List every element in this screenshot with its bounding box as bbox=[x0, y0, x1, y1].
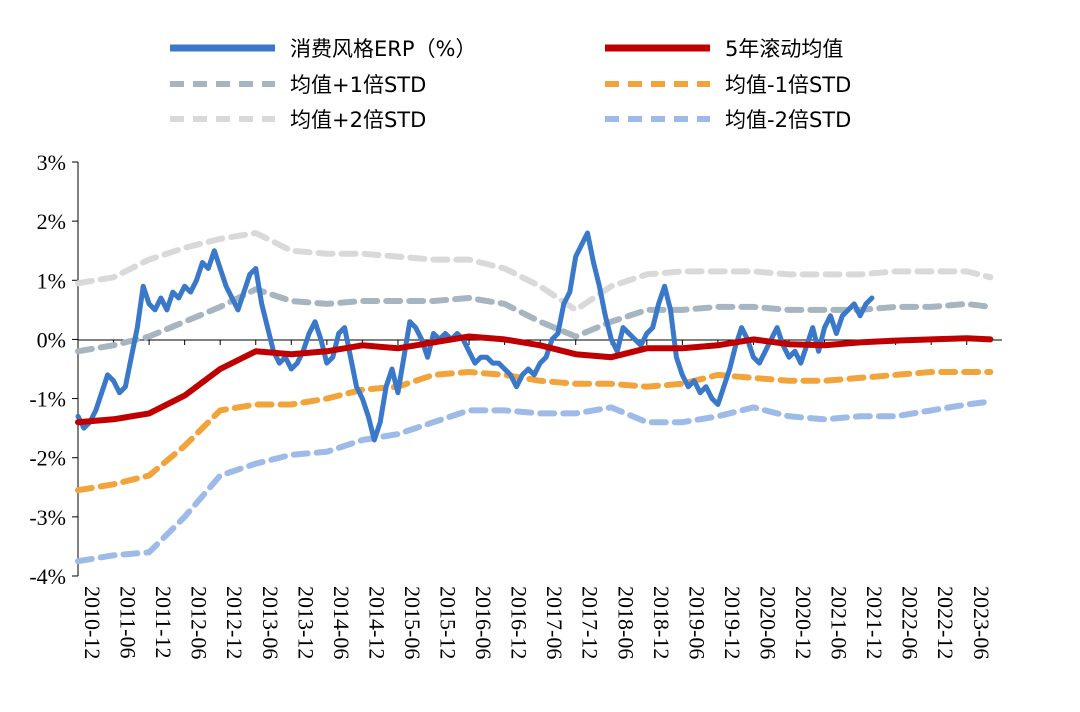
x-tick-label: 2014-12 bbox=[364, 586, 389, 659]
legend-entry-minus1std[interactable]: 均值-1倍STD bbox=[605, 73, 851, 97]
x-tick-label: 2015-12 bbox=[436, 586, 461, 659]
y-tick-label: 1% bbox=[37, 268, 66, 293]
y-ticks: 3% 2% 1% 0% -1% -2% -3% -4% bbox=[29, 150, 78, 589]
x-tick-label: 2017-12 bbox=[578, 586, 603, 659]
x-tick-label: 2014-06 bbox=[329, 586, 354, 659]
y-tick-label: -2% bbox=[29, 446, 66, 471]
x-tick-label: 2023-06 bbox=[969, 586, 994, 659]
x-tick-label: 2021-06 bbox=[827, 586, 852, 659]
x-tick-label: 2022-12 bbox=[933, 586, 958, 659]
y-tick-label: -1% bbox=[29, 387, 66, 412]
x-tick-label: 2010-12 bbox=[80, 586, 105, 659]
x-tick-label: 2019-12 bbox=[720, 586, 745, 659]
x-tick-label: 2011-06 bbox=[116, 586, 141, 659]
series-group bbox=[75, 230, 994, 565]
legend-label-plus1std: 均值+1倍STD bbox=[290, 73, 426, 97]
x-tick-label: 2019-06 bbox=[684, 586, 709, 659]
x-tick-label: 2015-06 bbox=[400, 586, 425, 659]
x-tick-label: 2021-12 bbox=[862, 586, 887, 659]
y-tick-label: -4% bbox=[29, 564, 66, 589]
x-tick-label: 2011-12 bbox=[151, 586, 176, 659]
series-line-minus1std bbox=[75, 369, 994, 494]
x-tick-label: 2016-06 bbox=[471, 586, 496, 659]
legend-entry-rolling-mean[interactable]: 5年滚动均值 bbox=[605, 37, 843, 61]
legend-label-plus2std: 均值+2倍STD bbox=[290, 108, 426, 132]
x-tick-label: 2013-12 bbox=[293, 586, 318, 659]
legend-entry-plus1std[interactable]: 均值+1倍STD bbox=[170, 73, 426, 97]
x-ticks: 2010-12 2011-06 2011-12 2012-06 2012-12 2013-… bbox=[77, 340, 994, 659]
legend-label-minus2std: 均值-2倍STD bbox=[725, 108, 851, 132]
legend-label-erp: 消费风格ERP（%） bbox=[290, 37, 476, 61]
series-line-plus2std bbox=[75, 230, 994, 313]
y-tick-label: 3% bbox=[37, 150, 66, 175]
x-tick-label: 2018-12 bbox=[649, 586, 674, 659]
legend-entry-minus2std[interactable]: 均值-2倍STD bbox=[605, 108, 851, 132]
x-tick-label: 2012-06 bbox=[187, 586, 212, 659]
x-tick-label: 2020-12 bbox=[791, 586, 816, 659]
legend-entry-erp[interactable]: 消费风格ERP（%） bbox=[170, 37, 476, 61]
legend-label-minus1std: 均值-1倍STD bbox=[725, 73, 851, 97]
series-line-minus2std bbox=[75, 398, 994, 565]
y-tick-label: -3% bbox=[29, 505, 66, 530]
legend-label-rolling-mean: 5年滚动均值 bbox=[725, 37, 843, 61]
x-tick-label: 2013-06 bbox=[258, 586, 283, 659]
legend: 消费风格ERP（%） 5年滚动均值 均值+1倍STD 均值-1倍STD 均值+2… bbox=[170, 37, 851, 132]
x-tick-label: 2018-06 bbox=[613, 586, 638, 659]
x-tick-label: 2020-06 bbox=[755, 586, 780, 659]
y-tick-label: 2% bbox=[37, 209, 66, 234]
x-tick-label: 2012-12 bbox=[222, 586, 247, 659]
series-line-erp bbox=[75, 230, 875, 443]
series-line-rolling-mean bbox=[75, 333, 994, 426]
x-tick-label: 2022-06 bbox=[898, 586, 923, 659]
legend-entry-plus2std[interactable]: 均值+2倍STD bbox=[170, 108, 426, 132]
y-tick-label: 0% bbox=[37, 327, 66, 352]
x-tick-label: 2016-12 bbox=[507, 586, 532, 659]
x-tick-label: 2017-06 bbox=[542, 586, 567, 659]
